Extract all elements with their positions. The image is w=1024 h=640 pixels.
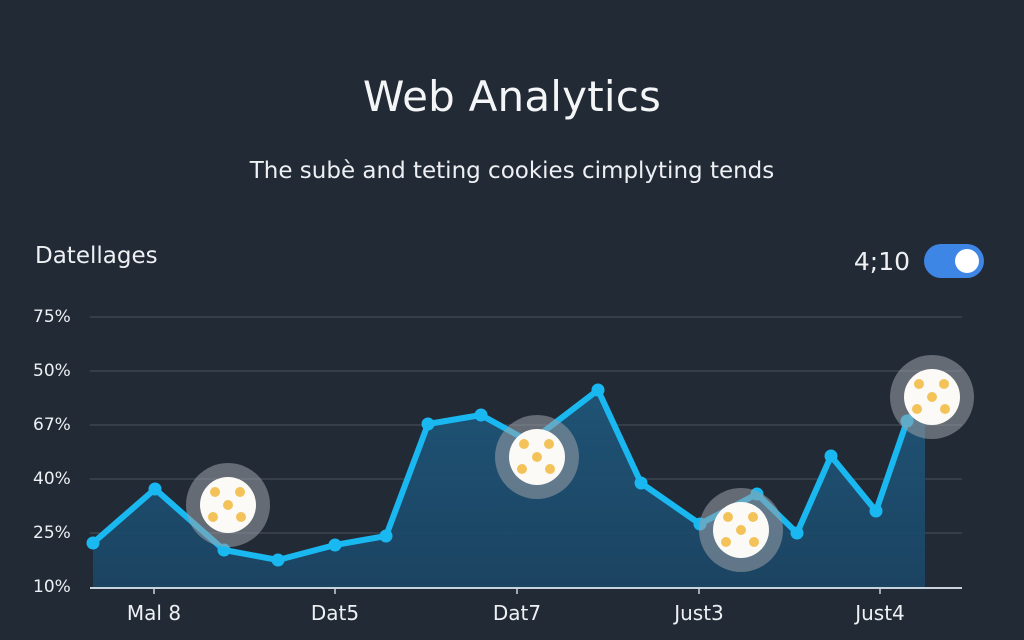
cookie-icon[interactable] bbox=[890, 355, 974, 439]
y-tick-label: 67% bbox=[33, 415, 71, 435]
y-tick-label: 75% bbox=[33, 307, 71, 327]
toggle-knob bbox=[955, 249, 979, 273]
data-point[interactable] bbox=[591, 383, 605, 397]
cookie-markers bbox=[186, 355, 974, 572]
y-tick-label: 40% bbox=[33, 469, 71, 489]
x-axis-ticks bbox=[153, 588, 881, 594]
data-point[interactable] bbox=[869, 504, 883, 518]
data-point[interactable] bbox=[421, 417, 435, 431]
x-tick-label: Just3 bbox=[674, 601, 724, 625]
toggle-value: 4;10 bbox=[853, 246, 910, 276]
data-point[interactable] bbox=[148, 482, 162, 496]
x-tick-label: Just4 bbox=[855, 601, 905, 625]
x-tick-label: Dat7 bbox=[492, 601, 542, 625]
series-toggle[interactable] bbox=[924, 244, 984, 278]
data-point[interactable] bbox=[634, 476, 648, 490]
chart-line bbox=[90, 387, 928, 563]
y-tick-label: 25% bbox=[33, 523, 71, 543]
data-point[interactable] bbox=[790, 526, 804, 540]
cookie-icon[interactable] bbox=[699, 488, 783, 572]
page-subtitle: The subè and teting cookies cimplyting t… bbox=[249, 158, 775, 184]
data-point[interactable] bbox=[86, 536, 100, 550]
data-point[interactable] bbox=[474, 408, 488, 422]
x-tick-label: Dat5 bbox=[310, 601, 360, 625]
cookie-icon[interactable] bbox=[186, 463, 270, 547]
y-tick-label: 50% bbox=[33, 361, 71, 381]
series-label: Datellages bbox=[35, 243, 158, 269]
toggle-group: 4;10 bbox=[854, 244, 984, 278]
cookie-icon[interactable] bbox=[495, 415, 579, 499]
data-point[interactable] bbox=[271, 553, 285, 567]
data-point[interactable] bbox=[824, 449, 838, 463]
x-tick-label: Mal 8 bbox=[126, 601, 182, 625]
data-point[interactable] bbox=[328, 538, 342, 552]
data-point[interactable] bbox=[379, 529, 393, 543]
y-tick-label: 10% bbox=[33, 577, 71, 597]
page-title: Web Analytics bbox=[362, 72, 662, 121]
